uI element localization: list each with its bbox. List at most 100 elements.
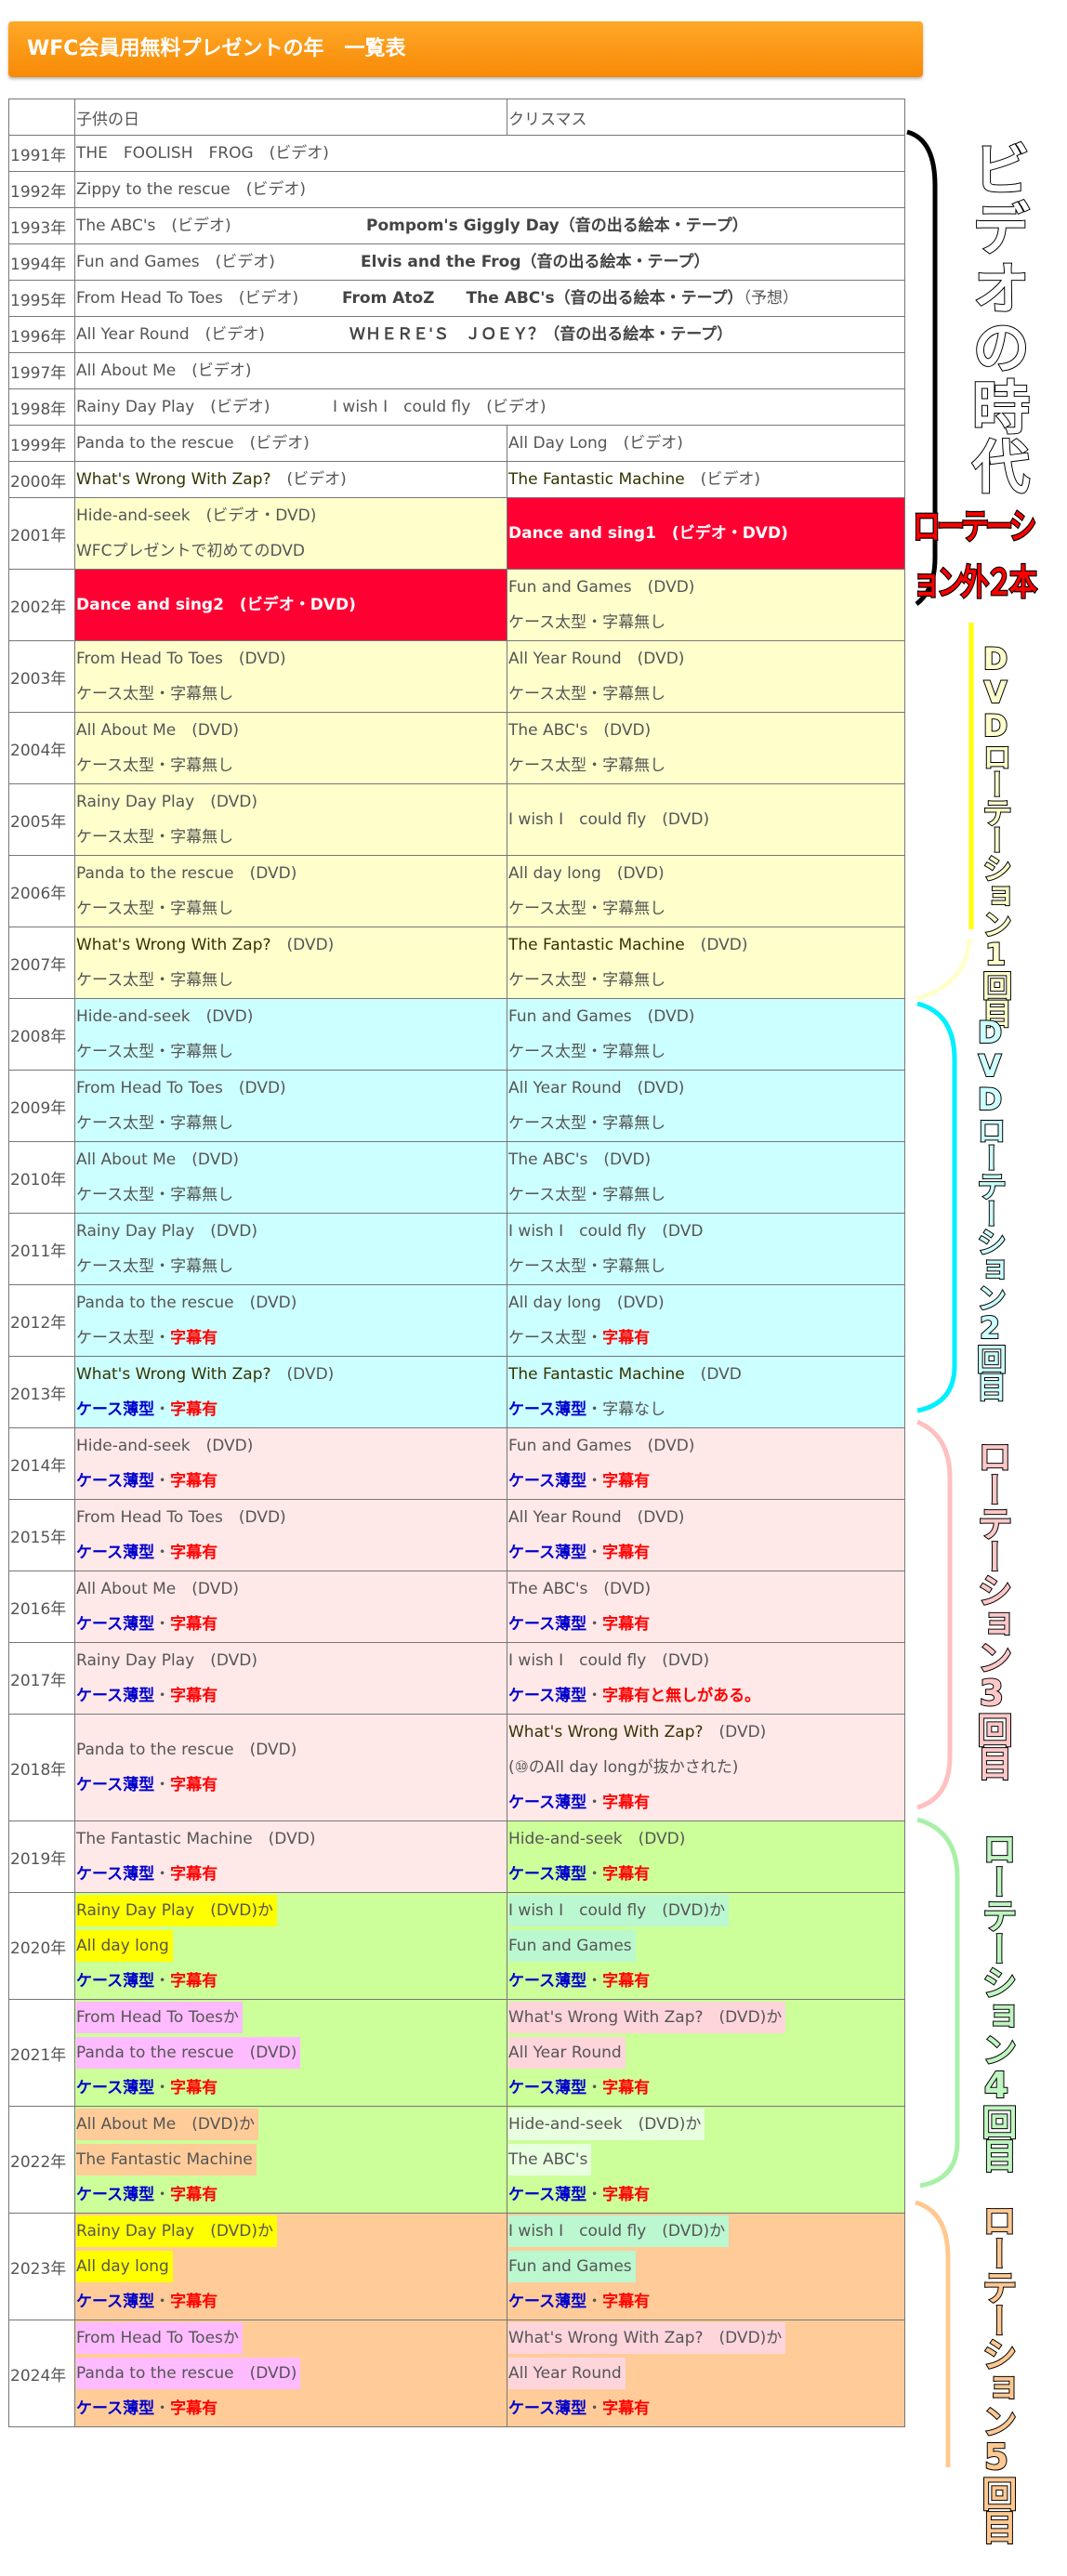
cell-line: Rainy Day Play (DVD) — [76, 1214, 506, 1249]
cell-text: 字幕有 — [170, 2293, 218, 2311]
cell-text: (DVD) — [703, 1723, 767, 1741]
cell-text: Fun and Games (DVD) — [508, 1007, 695, 1026]
cell-line: All About Me (DVD) — [76, 713, 506, 748]
cell-text: ケース太型・字幕無し — [508, 613, 666, 632]
year-cell: 1993年 — [8, 207, 75, 244]
present-cell: Fun and Games (ビデオ) Elvis and the Frog（音の… — [74, 243, 905, 281]
highlight: Fun and Games — [508, 1930, 636, 1962]
cell-line: Fun and Games (DVD) — [508, 999, 903, 1034]
bracket-rotation-3 — [916, 1419, 953, 1810]
cell-text: 字幕有 — [170, 1472, 218, 1491]
highlight: All day long — [76, 1930, 173, 1962]
cell-text: ケース薄型 — [76, 1972, 155, 1991]
christmas-cell: The Fantastic Machine (DVD ケース薄型・字幕なし — [507, 1356, 905, 1428]
cell-text: WFCプレゼントで初めてのDVD — [76, 542, 305, 560]
cell-text: 字幕有 — [170, 1972, 218, 1991]
table-row: 1991年 THE FOOLISH FROG (ビデオ) — [8, 135, 905, 172]
childrens-day-cell: Rainy Day Play (DVD) ケース太型・字幕無し — [74, 783, 507, 856]
cell-line: The ABC's (ビデオ) Pompom's Giggly Day（音の出る絵… — [76, 208, 903, 243]
cell-line: Panda to the rescue (DVD) — [76, 2035, 506, 2070]
cell-text: 字幕有 — [602, 2293, 651, 2311]
cell-text: 字幕有 — [170, 1776, 218, 1794]
cell-text: （予想） — [743, 289, 799, 308]
cell-text: All Year Round (DVD) — [508, 1508, 685, 1527]
cell-text: 字幕有 — [170, 1687, 218, 1705]
table-row: 2008年 Hide-and-seek (DVD) ケース太型・字幕無し Fun an… — [8, 998, 905, 1071]
childrens-day-cell: Panda to the rescue (DVD) ケース薄型・字幕有 — [74, 1714, 507, 1821]
table-row: 2013年 What's Wrong With Zap? (DVD) ケース薄型・字… — [8, 1356, 905, 1428]
cell-line: All day long — [76, 2249, 506, 2284]
year-cell: 2018年 — [8, 1714, 75, 1821]
childrens-day-cell: What's Wrong With Zap? (DVD) ケース薄型・字幕有 — [74, 1356, 507, 1428]
cell-text: ケース太型・字幕無し — [508, 685, 666, 703]
cell-text: I wish I could fly (DVD)か — [508, 2222, 726, 2241]
table-row: 2024年 From Head To Toesか Panda to the resc… — [8, 2320, 905, 2427]
cell-text: ケース薄型 — [76, 1544, 155, 1562]
bracket-rotation-5 — [915, 2200, 951, 2467]
cell-text: ・ — [154, 1544, 171, 1562]
cell-text: Panda to the rescue (DVD) — [76, 1741, 297, 1759]
cell-text: From Head To Toesか — [76, 2329, 239, 2347]
cell-line: Hide-and-seek (DVD) — [508, 1821, 903, 1857]
present-cell: From Head To Toes (ビデオ) From AtoZ The ABC… — [74, 280, 905, 317]
year-cell: 2004年 — [8, 712, 75, 784]
childrens-day-cell: From Head To Toesか Panda to the rescue (D… — [74, 2320, 507, 2427]
cell-text: Panda to the rescue (DVD) — [76, 1294, 297, 1312]
childrens-day-cell: Rainy Day Play (DVD)か All day long ケース薄型・字… — [74, 1892, 507, 2000]
year-cell: 2007年 — [8, 927, 75, 999]
cell-line: All About Me (ビデオ) — [76, 353, 903, 388]
childrens-day-cell: Panda to the rescue (DVD) ケース太型・字幕無し — [74, 855, 507, 927]
highlight: All Year Round — [508, 2358, 626, 2389]
cell-text: Fun and Games (DVD) — [508, 578, 695, 597]
cell-text: ・ — [154, 2079, 171, 2097]
table-row: 1996年 All Year Round (ビデオ) ＷＨＥＲＥ'Ｓ ＪＯＥＹ？（音… — [8, 316, 905, 353]
cell-line: Fun and Games (DVD) — [508, 1428, 903, 1464]
year-cell: 2014年 — [8, 1427, 75, 1500]
cell-line: ケース太型・字幕無し — [76, 891, 506, 927]
cell-line: ケース薄型・字幕有 — [508, 2177, 903, 2213]
cell-text: ・ — [154, 2293, 171, 2311]
cell-line: All Year Round (DVD) — [508, 1500, 903, 1535]
cell-text: ・ — [586, 1972, 603, 1991]
cell-text: ケース太型・字幕無し — [508, 756, 666, 775]
cell-text: 字幕有 — [170, 1865, 218, 1884]
cell-text: Rainy Day Play (DVD) — [76, 1222, 258, 1241]
cell-text: (DVD) — [270, 936, 335, 954]
cell-line: Hide-and-seek (DVD) — [76, 999, 506, 1034]
year-cell: 2000年 — [8, 461, 75, 498]
label-outside-rotation-line1: ローテーシ — [912, 506, 1037, 548]
christmas-cell: I wish I could fly (DVD) — [507, 783, 905, 856]
cell-text: ケース薄型 — [76, 1400, 155, 1419]
cell-text: From AtoZ The ABC's（音の出る絵本・テープ） — [342, 289, 744, 308]
highlight: Panda to the rescue (DVD) — [76, 2037, 301, 2069]
cell-line: ケース薄型・字幕有 — [76, 1768, 506, 1803]
cell-line: What's Wrong With Zap? (DVD) — [76, 1357, 506, 1392]
cell-text: All Day Long (ビデオ) — [508, 434, 683, 453]
cell-text: I wish I could fly (DVD) — [508, 1651, 710, 1670]
present-cell: The ABC's (ビデオ) Pompom's Giggly Day（音の出る絵… — [74, 207, 905, 244]
cell-text: ケース薄型 — [76, 1615, 155, 1634]
cell-line: ケース薄型・字幕有 — [76, 1464, 506, 1499]
cell-line: The ABC's (DVD) — [508, 713, 903, 748]
cell-text: 字幕有 — [170, 2186, 218, 2204]
cell-line: ケース太型・字幕無し — [76, 1106, 506, 1141]
table-row: 2003年 From Head To Toes (DVD) ケース太型・字幕無し Al… — [8, 640, 905, 713]
cell-line: ケース薄型・字幕有 — [508, 1964, 903, 1999]
cell-line: ケース薄型・字幕有 — [76, 2284, 506, 2320]
cell-text: ケース薄型 — [508, 2186, 587, 2204]
cell-text: ケース薄型 — [508, 2293, 587, 2311]
christmas-cell: All Year Round (DVD) ケース太型・字幕無し — [507, 1070, 905, 1142]
cell-line: Rainy Day Play (DVD)か — [76, 2214, 506, 2249]
cell-text: From Head To Toes (DVD) — [76, 1508, 286, 1527]
christmas-cell: What's Wrong With Zap? (DVD)か All Year Ro… — [507, 2320, 905, 2427]
cell-text: Pompom's Giggly Day（音の出る絵本・テープ） — [366, 217, 748, 235]
cell-text: ・ — [586, 1615, 603, 1634]
cell-text: ケース太型・ — [508, 1329, 603, 1347]
cell-text: ケース薄型 — [508, 1544, 587, 1562]
cell-line: Hide-and-seek (DVD) — [76, 1428, 506, 1464]
cell-text: ケース太型・字幕無し — [76, 685, 234, 703]
cell-line: What's Wrong With Zap? (DVD) — [76, 927, 506, 963]
cell-text: ケース薄型 — [76, 2293, 155, 2311]
cell-text: ケース太型・字幕無し — [508, 1257, 666, 1276]
cell-text: Elvis and the Frog（音の出る絵本・テープ） — [361, 253, 710, 271]
